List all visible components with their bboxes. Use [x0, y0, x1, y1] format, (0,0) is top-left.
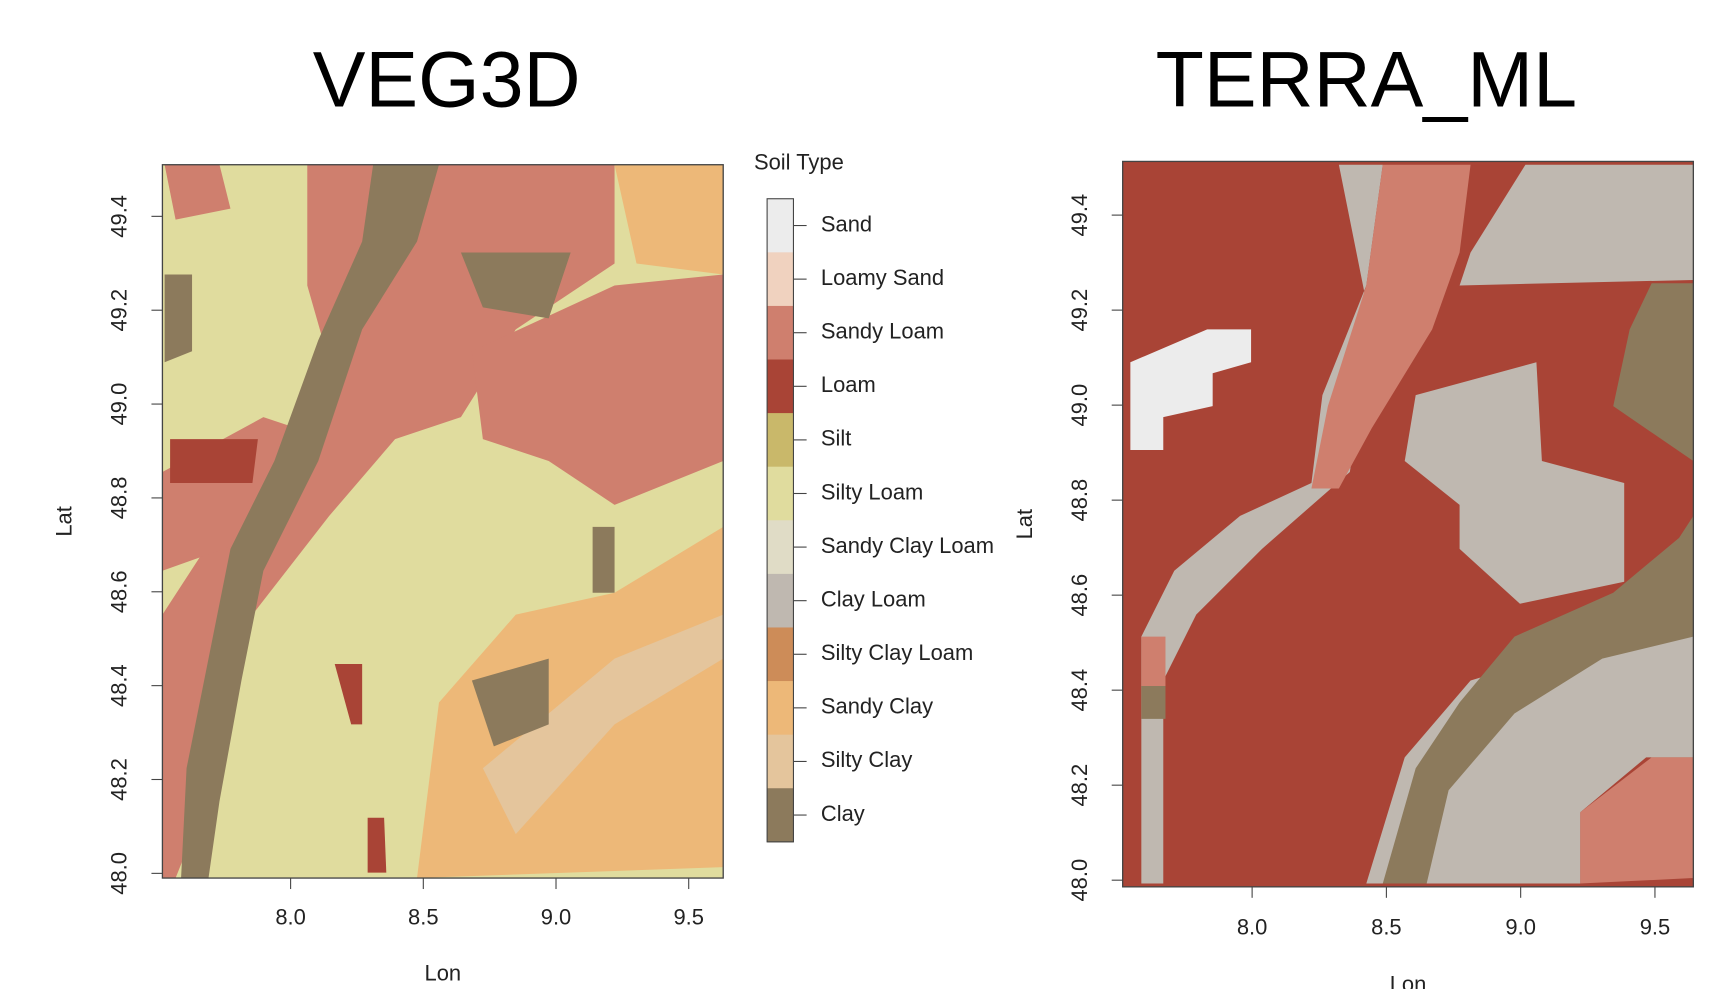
legend-label: Sandy Loam — [821, 319, 944, 344]
y-tick-label: 48.6 — [107, 570, 132, 613]
figure: VEG3D 8.0 8.5 9.0 9.5 48.0 48.2 48.4 48.6 48.8 49.… — [0, 0, 1712, 989]
legend-label: Loam — [821, 372, 876, 397]
y-axis-label: Lat — [1012, 509, 1037, 540]
soil-region — [165, 274, 192, 362]
y-tick-label: 48.0 — [107, 852, 132, 895]
legend-label: Silty Clay — [821, 747, 912, 772]
legend-swatch — [767, 199, 793, 253]
y-tick-label: 48.8 — [107, 477, 132, 520]
y-axis-label: Lat — [52, 506, 77, 537]
x-tick-label: 8.0 — [275, 904, 306, 929]
legend-swatch — [767, 252, 793, 306]
x-axis-label: Lon — [1390, 971, 1427, 989]
legend-label: Silt — [821, 426, 851, 451]
soil-region — [1141, 686, 1165, 719]
y-tick-label: 48.2 — [107, 758, 132, 801]
soil-region — [170, 439, 258, 483]
soil-region — [1141, 637, 1165, 686]
legend-swatch — [767, 467, 793, 521]
y-tick-label: 49.2 — [107, 289, 132, 332]
x-tick-label: 8.5 — [408, 904, 439, 929]
y-tick-label: 49.0 — [107, 383, 132, 426]
legend-swatch — [767, 520, 793, 574]
legend-swatch — [767, 360, 793, 414]
y-tick-label: 48.8 — [1067, 479, 1092, 522]
legend-label: Clay — [821, 801, 865, 826]
legend-swatch — [767, 788, 793, 842]
soil-region — [368, 818, 387, 873]
y-tick-label: 48.6 — [1067, 574, 1092, 617]
legend-label: Sandy Clay — [821, 694, 933, 719]
legend-title: Soil Type — [754, 149, 844, 174]
x-tick-label: 9.5 — [1640, 914, 1671, 939]
legend-label: Sandy Clay Loam — [821, 533, 994, 558]
y-tick-label: 49.2 — [1067, 289, 1092, 332]
y-tick-label: 49.4 — [107, 195, 132, 238]
legend-label: Clay Loam — [821, 586, 926, 611]
map-title: TERRA_ML — [1156, 35, 1577, 124]
legend-label: Silty Clay Loam — [821, 640, 973, 665]
legend-label: Silty Loam — [821, 479, 923, 504]
x-tick-label: 9.0 — [541, 904, 572, 929]
y-tick-label: 48.4 — [1067, 669, 1092, 712]
legend-swatch — [767, 681, 793, 735]
legend-swatch — [767, 735, 793, 789]
x-tick-label: 8.5 — [1371, 914, 1401, 939]
x-tick-label: 9.5 — [673, 904, 704, 929]
x-tick-label: 9.0 — [1505, 914, 1536, 939]
y-tick-label: 49.4 — [1067, 194, 1092, 237]
y-tick-label: 48.4 — [107, 664, 132, 707]
x-tick-label: 8.0 — [1237, 914, 1268, 939]
soil-region — [593, 527, 615, 593]
legend-label: Sand — [821, 211, 872, 236]
legend-swatch — [767, 413, 793, 467]
legend-swatch — [767, 574, 793, 628]
legend-swatch — [767, 306, 793, 360]
legend-swatch — [767, 627, 793, 681]
y-tick-label: 48.2 — [1067, 764, 1092, 807]
legend-label: Loamy Sand — [821, 265, 944, 290]
y-tick-label: 48.0 — [1067, 859, 1092, 902]
page: {"maps": [ {"title": "VEG3D", "xlabel": … — [0, 0, 1712, 989]
y-tick-label: 49.0 — [1067, 384, 1092, 427]
x-axis-label: Lon — [425, 960, 462, 985]
map-title: VEG3D — [313, 35, 581, 124]
